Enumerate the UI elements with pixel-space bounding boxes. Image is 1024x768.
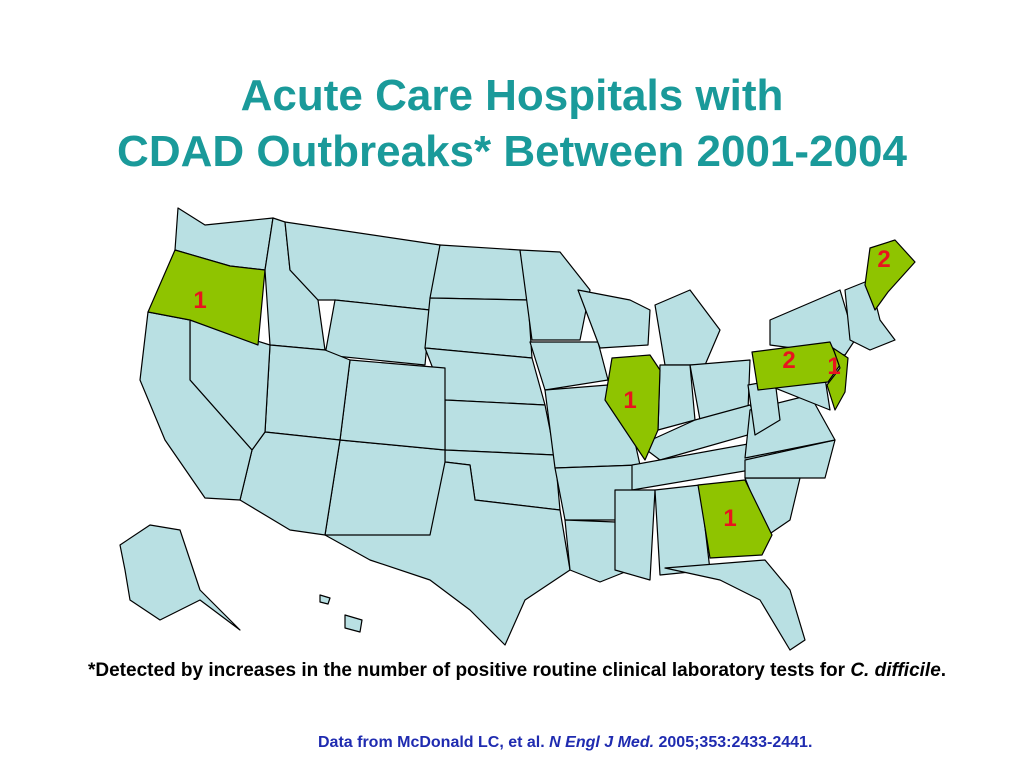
count-label-maine: 2 <box>877 246 890 273</box>
footnote-prefix: *Detected by increases in the number of … <box>88 660 851 681</box>
footnote-suffix: . <box>940 660 947 681</box>
state-indiana <box>657 364 696 431</box>
count-label-illinois: 1 <box>623 387 636 414</box>
state-illinois <box>604 354 661 461</box>
footnote: *Detected by increases in the number of … <box>88 658 988 684</box>
state-utah <box>264 344 351 441</box>
state-iowa <box>529 341 609 391</box>
citation: Data from McDonald LC, et al. N Engl J M… <box>318 734 1018 752</box>
title-line-1: Acute Care Hospitals with <box>240 71 784 120</box>
state-pennsylvania <box>751 341 841 391</box>
count-label-new-jersey: 1 <box>827 353 840 380</box>
state-michigan <box>654 289 721 366</box>
state-north-carolina <box>744 439 836 479</box>
title-line-2: CDAD Outbreaks* Between 2001-2004 <box>117 127 907 176</box>
state-wisconsin <box>577 289 651 349</box>
state-oregon <box>147 249 266 346</box>
state-alaska <box>119 524 241 631</box>
state-louisiana <box>564 519 631 583</box>
state-maine <box>864 239 916 311</box>
state-new-jersey <box>826 347 849 411</box>
state-minnesota <box>519 249 591 341</box>
state-colorado <box>339 359 446 451</box>
count-label-pennsylvania: 2 <box>782 347 795 374</box>
state-arizona <box>239 431 341 536</box>
count-label-georgia: 1 <box>723 505 736 532</box>
citation-journal: N Engl J Med. <box>549 734 655 751</box>
state-georgia <box>697 479 773 559</box>
footnote-organism: C. difficile <box>850 660 941 681</box>
slide-title: Acute Care Hospitals with CDAD Outbreaks… <box>0 68 1024 180</box>
citation-prefix: Data from McDonald LC, et al. <box>318 734 550 751</box>
state-new-york <box>769 289 856 356</box>
state-wyoming <box>324 299 431 366</box>
state-california <box>139 311 253 501</box>
state-florida <box>664 559 806 651</box>
count-label-oregon: 1 <box>193 287 206 314</box>
state-north-dakota <box>429 244 529 301</box>
state-kansas <box>444 399 556 456</box>
state-new-mexico <box>324 439 446 536</box>
state-mississippi <box>614 489 656 581</box>
state-hawaii <box>319 594 363 633</box>
citation-suffix: 2005;353:2433-2441. <box>654 734 813 751</box>
